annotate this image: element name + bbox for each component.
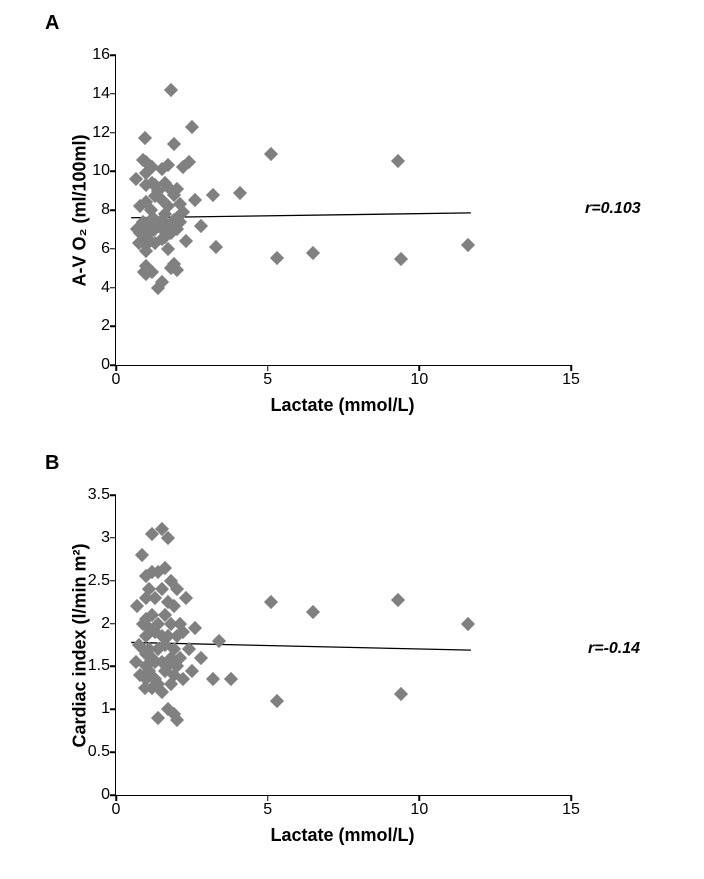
- r-value-b: r=-0.14: [588, 640, 640, 658]
- y-tick-label: 4: [101, 279, 116, 297]
- plot-area-b: 00.511.522.533.5051015: [115, 495, 571, 796]
- r-value-a: r=0.103: [585, 200, 641, 218]
- plot-area-a: 0246810121416051015: [115, 55, 571, 366]
- y-tick-label: 16: [92, 46, 116, 64]
- x-tick-label: 5: [263, 365, 272, 389]
- y-tick-label: 14: [92, 85, 116, 103]
- x-tick-label: 0: [112, 365, 121, 389]
- y-tick-label: 1.5: [88, 657, 116, 675]
- y-tick-label: 8: [101, 201, 116, 219]
- x-axis-title-b: Lactate (mmol/L): [115, 825, 570, 846]
- x-tick-label: 15: [562, 365, 580, 389]
- chart-a: 0246810121416051015: [115, 55, 570, 365]
- y-tick-label: 0.5: [88, 743, 116, 761]
- y-axis-title-a: A-V O₂ (ml/100ml): [70, 111, 91, 311]
- y-tick-label: 1: [101, 700, 116, 718]
- panel-a-label: A: [45, 12, 59, 35]
- panel-b-label: B: [45, 452, 59, 475]
- y-tick-label: 10: [92, 162, 116, 180]
- x-tick-label: 15: [562, 795, 580, 819]
- x-tick-label: 10: [410, 365, 428, 389]
- x-tick-label: 5: [263, 795, 272, 819]
- y-tick-label: 2: [101, 615, 116, 633]
- y-tick-label: 3: [101, 529, 116, 547]
- x-tick-label: 0: [112, 795, 121, 819]
- y-tick-label: 2.5: [88, 572, 116, 590]
- x-tick-label: 10: [410, 795, 428, 819]
- chart-b: 00.511.522.533.5051015: [115, 495, 570, 795]
- y-tick-label: 3.5: [88, 486, 116, 504]
- x-axis-title-a: Lactate (mmol/L): [115, 395, 570, 416]
- figure-page: A 0246810121416051015 A-V O₂ (ml/100ml) …: [0, 0, 704, 879]
- y-tick-label: 2: [101, 317, 116, 335]
- y-tick-label: 12: [92, 124, 116, 142]
- y-tick-label: 6: [101, 240, 116, 258]
- y-axis-title-b: Cardiac index (l/min m²): [70, 526, 91, 766]
